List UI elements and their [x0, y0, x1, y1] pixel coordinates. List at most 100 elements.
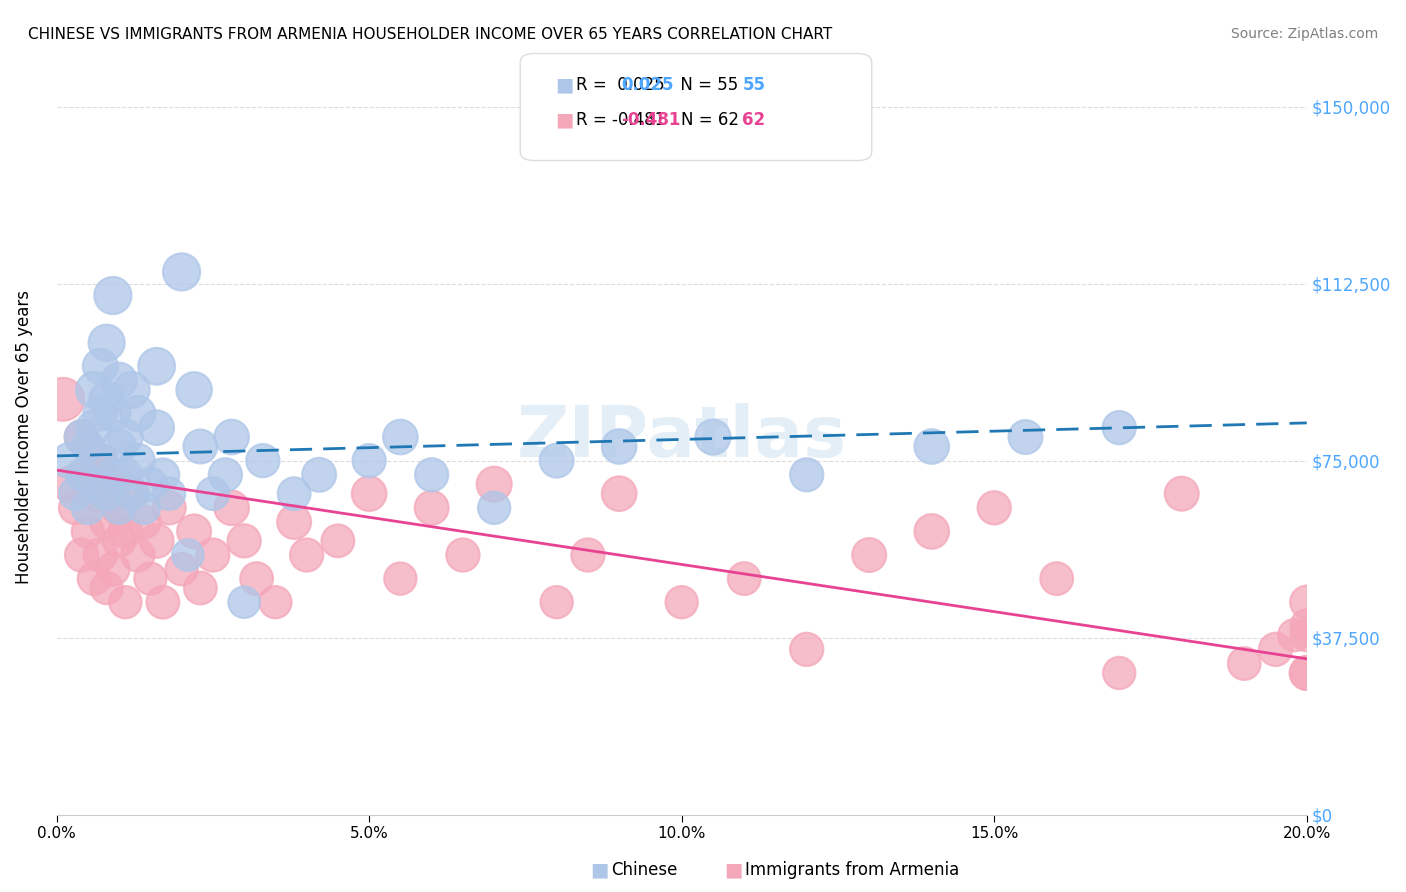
Point	[145, 420, 167, 434]
Point	[58, 453, 80, 467]
Point	[108, 440, 131, 454]
Point	[482, 477, 505, 491]
Text: 62: 62	[742, 112, 765, 129]
Point	[108, 500, 131, 515]
Point	[134, 515, 156, 529]
Point	[359, 453, 381, 467]
Point	[177, 548, 200, 562]
Point	[170, 562, 193, 576]
Point	[76, 467, 98, 482]
Point	[1014, 430, 1036, 444]
Point	[114, 524, 136, 539]
Point	[546, 595, 568, 609]
Point	[1284, 628, 1306, 642]
Point	[101, 407, 124, 421]
Point	[89, 407, 111, 421]
Point	[1264, 642, 1286, 657]
Point	[214, 467, 236, 482]
Point	[252, 453, 274, 467]
Point	[283, 486, 305, 500]
Text: ZIPatlas: ZIPatlas	[516, 402, 846, 472]
Point	[83, 572, 105, 586]
Point	[121, 486, 143, 500]
Point	[89, 548, 111, 562]
Point	[1046, 572, 1069, 586]
Point	[70, 430, 93, 444]
Point	[389, 430, 412, 444]
Point	[83, 420, 105, 434]
Text: Chinese: Chinese	[612, 861, 678, 879]
Point	[1295, 665, 1317, 680]
Point	[157, 486, 180, 500]
Point	[482, 500, 505, 515]
Point	[607, 440, 630, 454]
Point	[983, 500, 1005, 515]
Point	[65, 486, 87, 500]
Text: -0.481: -0.481	[621, 112, 681, 129]
Point	[127, 407, 149, 421]
Point	[108, 374, 131, 388]
Point	[101, 288, 124, 302]
Point	[420, 467, 443, 482]
Point	[70, 430, 93, 444]
Point	[108, 533, 131, 548]
Point	[576, 548, 599, 562]
Point	[152, 595, 174, 609]
Text: ■: ■	[555, 75, 574, 95]
Point	[796, 467, 818, 482]
Point	[190, 581, 212, 595]
Point	[1233, 657, 1256, 671]
Point	[76, 500, 98, 515]
Point	[83, 383, 105, 397]
Point	[96, 392, 118, 407]
Point	[76, 524, 98, 539]
Text: ■: ■	[555, 111, 574, 130]
Point	[607, 486, 630, 500]
Point	[170, 265, 193, 279]
Text: R = -0.481   N = 62: R = -0.481 N = 62	[576, 112, 740, 129]
Point	[201, 548, 224, 562]
Point	[326, 533, 349, 548]
Point	[134, 500, 156, 515]
Point	[139, 572, 162, 586]
Point	[1108, 665, 1130, 680]
Text: 0.025: 0.025	[621, 76, 673, 94]
Point	[101, 562, 124, 576]
Point	[1295, 628, 1317, 642]
Point	[145, 359, 167, 374]
Point	[152, 467, 174, 482]
Point	[70, 467, 93, 482]
Point	[546, 453, 568, 467]
Point	[83, 477, 105, 491]
Point	[89, 453, 111, 467]
Point	[96, 515, 118, 529]
Text: Source: ZipAtlas.com: Source: ZipAtlas.com	[1230, 27, 1378, 41]
Point	[96, 581, 118, 595]
Point	[1295, 619, 1317, 633]
Text: Immigrants from Armenia: Immigrants from Armenia	[745, 861, 959, 879]
Point	[58, 477, 80, 491]
Point	[89, 453, 111, 467]
Point	[1108, 420, 1130, 434]
Point	[1295, 665, 1317, 680]
Point	[114, 595, 136, 609]
Text: 55: 55	[742, 76, 765, 94]
Point	[127, 548, 149, 562]
Point	[233, 595, 256, 609]
Point	[796, 642, 818, 657]
Point	[96, 335, 118, 350]
Point	[183, 383, 205, 397]
Point	[858, 548, 880, 562]
Point	[83, 486, 105, 500]
Point	[114, 430, 136, 444]
Point	[127, 453, 149, 467]
Point	[101, 467, 124, 482]
Point	[114, 467, 136, 482]
Point	[1171, 486, 1194, 500]
Point	[283, 515, 305, 529]
Y-axis label: Householder Income Over 65 years: Householder Income Over 65 years	[15, 290, 32, 584]
Point	[89, 359, 111, 374]
Point	[221, 500, 243, 515]
Point	[264, 595, 287, 609]
Point	[76, 440, 98, 454]
